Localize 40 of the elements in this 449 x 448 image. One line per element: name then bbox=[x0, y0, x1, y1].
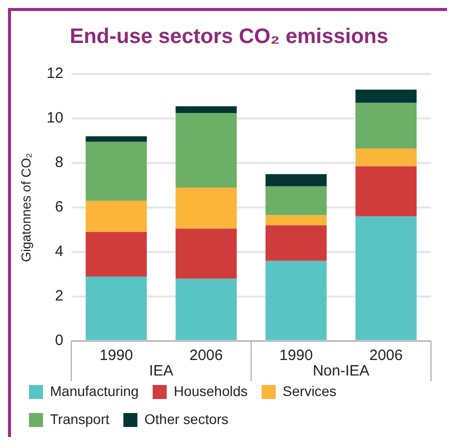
bar bbox=[86, 200, 147, 232]
bar bbox=[266, 225, 327, 261]
bar bbox=[355, 90, 417, 103]
bar bbox=[86, 232, 147, 276]
bar bbox=[355, 216, 417, 340]
y-tick-label: 0 bbox=[54, 332, 64, 350]
text: IEA bbox=[149, 362, 174, 380]
legend-label: Transport bbox=[50, 410, 110, 427]
bar bbox=[266, 260, 327, 340]
y-tick-label: 8 bbox=[54, 154, 64, 172]
x-tick-label: 2006 bbox=[189, 347, 223, 364]
bar bbox=[355, 166, 417, 216]
bar bbox=[86, 276, 147, 340]
chart-title: End-use sectors CO₂ emissions bbox=[68, 24, 390, 50]
x-tick-label: 1990 bbox=[279, 347, 313, 364]
bar bbox=[266, 186, 327, 216]
bar bbox=[176, 106, 237, 113]
y-axis-title: Gigatonnes of CO₂ bbox=[18, 152, 34, 262]
y-tick-label: 6 bbox=[54, 198, 64, 216]
legend-label: Manufacturing bbox=[50, 382, 139, 399]
text: Non-IEA bbox=[312, 362, 370, 380]
legend-label: Services bbox=[282, 382, 336, 399]
bar bbox=[176, 278, 237, 340]
y-tick-label: 10 bbox=[46, 110, 64, 127]
bar bbox=[176, 228, 237, 279]
bar bbox=[86, 142, 147, 201]
bar bbox=[176, 112, 237, 188]
legend-label: Households bbox=[174, 382, 248, 399]
x-tick-label: 2006 bbox=[369, 347, 403, 364]
bar bbox=[355, 102, 417, 149]
y-tick-label: 4 bbox=[54, 243, 64, 260]
bar bbox=[355, 148, 417, 166]
bar bbox=[266, 174, 327, 186]
bar bbox=[266, 215, 327, 226]
x-tick-label: 1990 bbox=[100, 347, 133, 364]
bar bbox=[86, 136, 147, 142]
bar bbox=[176, 187, 237, 229]
y-tick-label: 2 bbox=[54, 288, 64, 305]
legend-label: Other sectors bbox=[144, 410, 228, 427]
y-tick-label: 12 bbox=[46, 65, 64, 82]
